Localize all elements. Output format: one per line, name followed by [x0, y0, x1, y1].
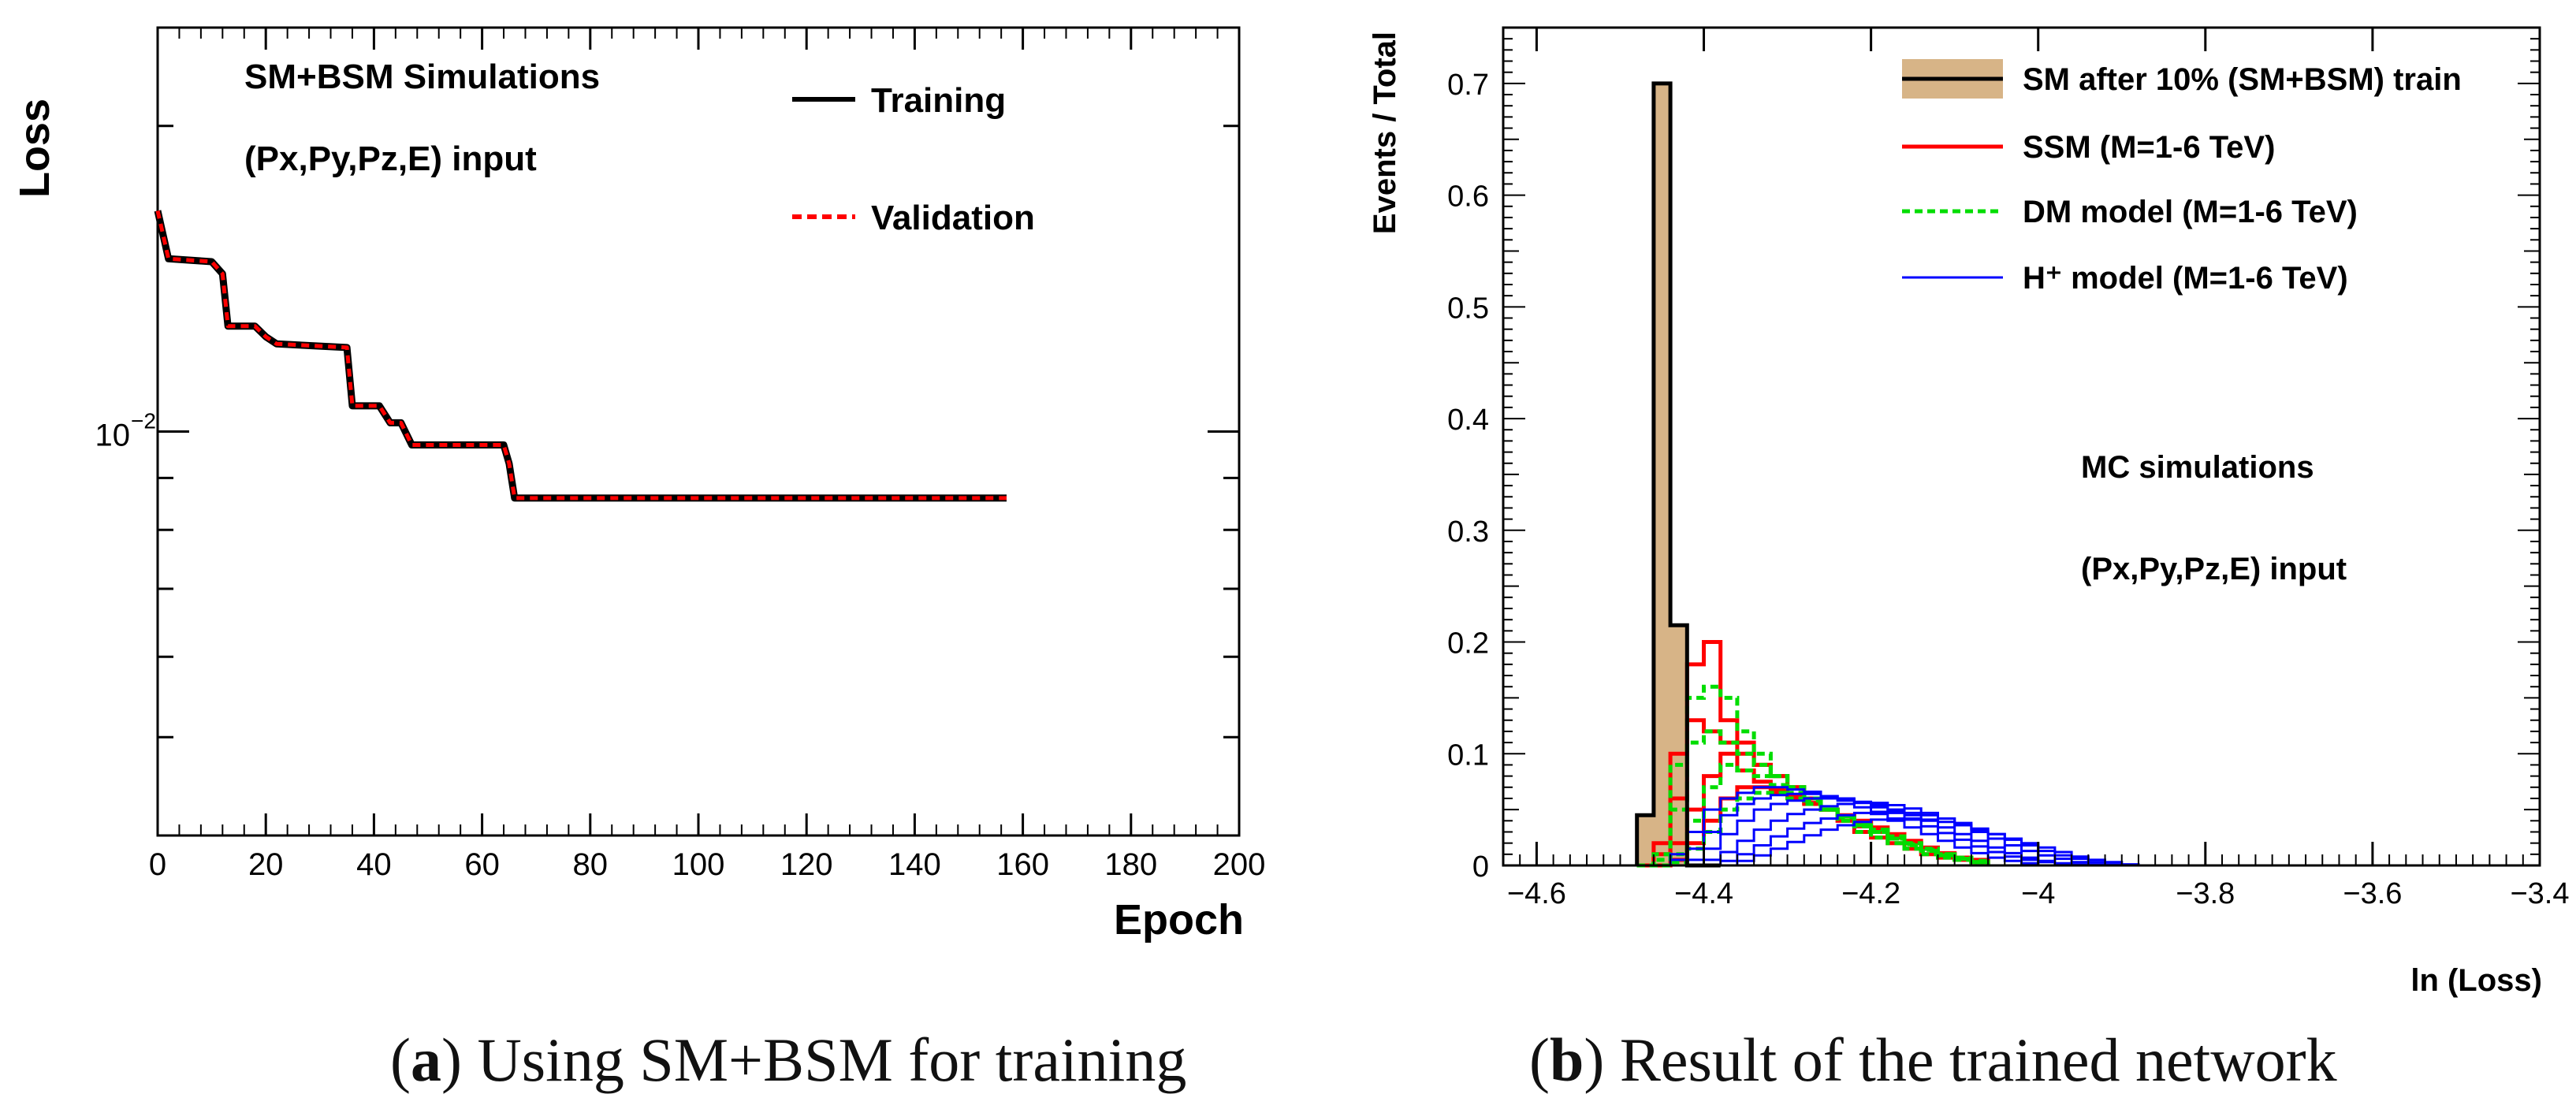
panel-b-annotation-2: (Px,Py,Pz,E) input: [2081, 552, 2347, 586]
panel-b-x-tick-label: −4.6: [1507, 877, 1566, 910]
panel-a-xlabel: Epoch: [1114, 896, 1244, 943]
panel-a-series-validation: [155, 210, 1007, 501]
panel-a-y-tick-label: 10: [95, 419, 131, 453]
histogram-00dd00-0: [1636, 684, 1990, 868]
panel-b-x-tick-label: −4.2: [1841, 877, 1900, 910]
panel-b-x-tick-label: −4: [2021, 877, 2055, 910]
panel-a-x-tick-label: 160: [996, 847, 1049, 882]
caption-a-letter: a: [410, 1025, 441, 1094]
panel-b-x-tick-label: −3.4: [2510, 877, 2569, 910]
panel-b-y-tick-label: 0.3: [1447, 515, 1489, 549]
panel-a-x-tick-label: 80: [573, 847, 609, 882]
panel-a-legend: Training Validation: [792, 81, 1035, 237]
panel-a-x-tick-label: 100: [672, 847, 725, 882]
panel-a-x-tick-label: 140: [888, 847, 941, 882]
panel-a-series-training: [154, 210, 1007, 502]
panel-a-y-tick-exponent: −2: [131, 409, 156, 434]
panel-b-y-tick-label: 0.5: [1447, 292, 1489, 325]
panel-b-histogram: −4.6 −4.4 −4.2 −4 −3.8 −3.6 −3.4 0 0.1 0.2 0.3 0.4 0…: [1368, 26, 2570, 998]
legend-validation-label: Validation: [871, 199, 1035, 237]
panel-a-x-tick-label: 0: [149, 847, 166, 882]
panel-a-x-tick-label: 40: [356, 847, 392, 882]
panel-a-annotation-2: (Px,Py,Pz,E) input: [244, 140, 537, 178]
sm-histogram-fill: [1636, 83, 1721, 865]
panel-b-ylabel: Events / Total: [1368, 32, 1402, 234]
panel-b-y-tick-label: 0.6: [1447, 180, 1489, 214]
panel-a-ylabel: Loss: [11, 99, 58, 198]
legend-ssm-label: SSM (M=1-6 TeV): [2023, 130, 2275, 165]
panel-a-x-tick-label: 20: [248, 847, 284, 882]
panel-a-x-tick-label: 120: [780, 847, 833, 882]
panel-b-legend: SM after 10% (SM+BSM) train SSM (M=1-6 T…: [1902, 59, 2462, 296]
caption-b-letter: b: [1549, 1025, 1584, 1094]
legend-dm-label: DM model (M=1-6 TeV): [2023, 195, 2358, 229]
panel-b-y-tick-label: 0: [1472, 850, 1489, 884]
panel-b-x-tick-label: −3.6: [2343, 877, 2402, 910]
panel-b-y-tick-label: 0.4: [1447, 404, 1489, 437]
panel-a-x-tick-label: 180: [1104, 847, 1157, 882]
caption-a-text: ) Using SM+BSM for training: [441, 1025, 1187, 1094]
legend-sm-label: SM after 10% (SM+BSM) train: [2023, 62, 2462, 97]
panel-b-y-tick-label: 0.7: [1447, 69, 1489, 102]
panel-b-annotation-1: MC simulations: [2081, 450, 2314, 485]
panel-a-loss-chart: 0 20 40 60 80 100 120 140 160 180 200 10 −2 Loss Epo…: [11, 26, 1266, 943]
panel-b-x-tick-label: −3.8: [2176, 877, 2235, 910]
panel-a-annotation-1: SM+BSM Simulations: [244, 58, 600, 96]
legend-training-label: Training: [871, 81, 1006, 120]
panel-b-y-tick-label: 0.2: [1447, 627, 1489, 661]
caption-b: (b) Result of the trained network: [1529, 1025, 2337, 1094]
panel-a-x-tick-label: 200: [1213, 847, 1266, 882]
caption-a: (a) Using SM+BSM for training: [390, 1025, 1187, 1094]
panel-a-x-tick-label: 60: [464, 847, 500, 882]
histogram-00dd00-2: [1636, 762, 1990, 868]
panel-b-y-tick-label: 0.1: [1447, 739, 1489, 772]
caption-b-text: ) Result of the trained network: [1584, 1025, 2337, 1094]
legend-hplus-label: H⁺ model (M=1-6 TeV): [2023, 261, 2348, 296]
panel-b-xlabel: ln (Loss): [2410, 963, 2542, 998]
panel-b-x-tick-label: −4.4: [1674, 877, 1733, 910]
